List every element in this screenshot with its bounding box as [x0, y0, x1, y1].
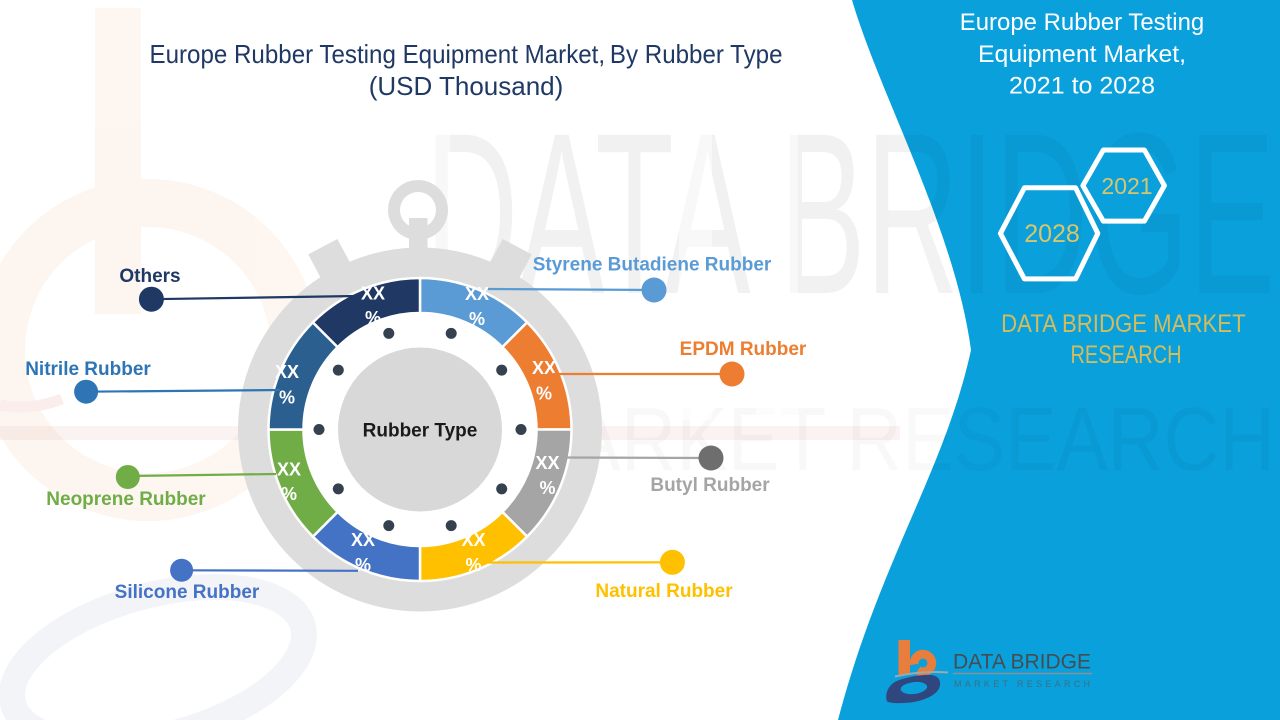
svg-text:XX: XX [275, 362, 299, 382]
svg-text:XX: XX [461, 530, 485, 550]
svg-text:%: % [281, 484, 297, 504]
svg-text:2021 to 2028: 2021 to 2028 [1009, 73, 1155, 100]
svg-text:%: % [355, 555, 371, 575]
svg-text:RESEARCH: RESEARCH [1071, 341, 1182, 369]
svg-text:%: % [365, 308, 381, 328]
svg-text:2021: 2021 [1101, 173, 1152, 199]
svg-text:Styrene Butadiene Rubber: Styrene Butadiene Rubber [533, 255, 772, 276]
svg-text:%: % [469, 309, 485, 329]
svg-text:%: % [539, 478, 555, 498]
svg-text:Nitrile Rubber: Nitrile Rubber [25, 359, 151, 380]
svg-text:(USD Thousand): (USD Thousand) [369, 71, 564, 101]
svg-text:XX: XX [351, 530, 375, 550]
svg-text:XX: XX [465, 284, 489, 304]
svg-text:Natural Rubber: Natural Rubber [595, 581, 733, 602]
svg-text:Butyl Rubber: Butyl Rubber [650, 475, 770, 496]
svg-text:2028: 2028 [1024, 220, 1080, 248]
svg-text:XX: XX [361, 284, 385, 304]
svg-text:Europe Rubber Testing: Europe Rubber Testing [960, 9, 1205, 36]
svg-text:Others: Others [119, 266, 180, 287]
svg-text:MARKET RESEARCH: MARKET RESEARCH [954, 679, 1093, 689]
svg-text:XX: XX [277, 460, 301, 480]
svg-text:%: % [279, 388, 295, 408]
svg-text:XX: XX [535, 453, 559, 473]
svg-text:EPDM Rubber: EPDM Rubber [680, 339, 807, 360]
svg-text:Neoprene Rubber: Neoprene Rubber [46, 489, 206, 510]
svg-text:DATA BRIDGE MARKET: DATA BRIDGE MARKET [1001, 310, 1246, 338]
svg-text:XX: XX [532, 358, 556, 378]
svg-text:Rubber Type: Rubber Type [363, 421, 478, 442]
svg-text:DATA BRIDGE: DATA BRIDGE [953, 651, 1091, 674]
svg-text:Europe Rubber Testing Equipmen: Europe Rubber Testing Equipment Market, … [150, 39, 783, 69]
svg-text:Equipment Market,: Equipment Market, [978, 41, 1186, 68]
svg-text:%: % [465, 555, 481, 575]
svg-text:%: % [536, 384, 552, 404]
svg-text:Silicone Rubber: Silicone Rubber [115, 582, 260, 603]
